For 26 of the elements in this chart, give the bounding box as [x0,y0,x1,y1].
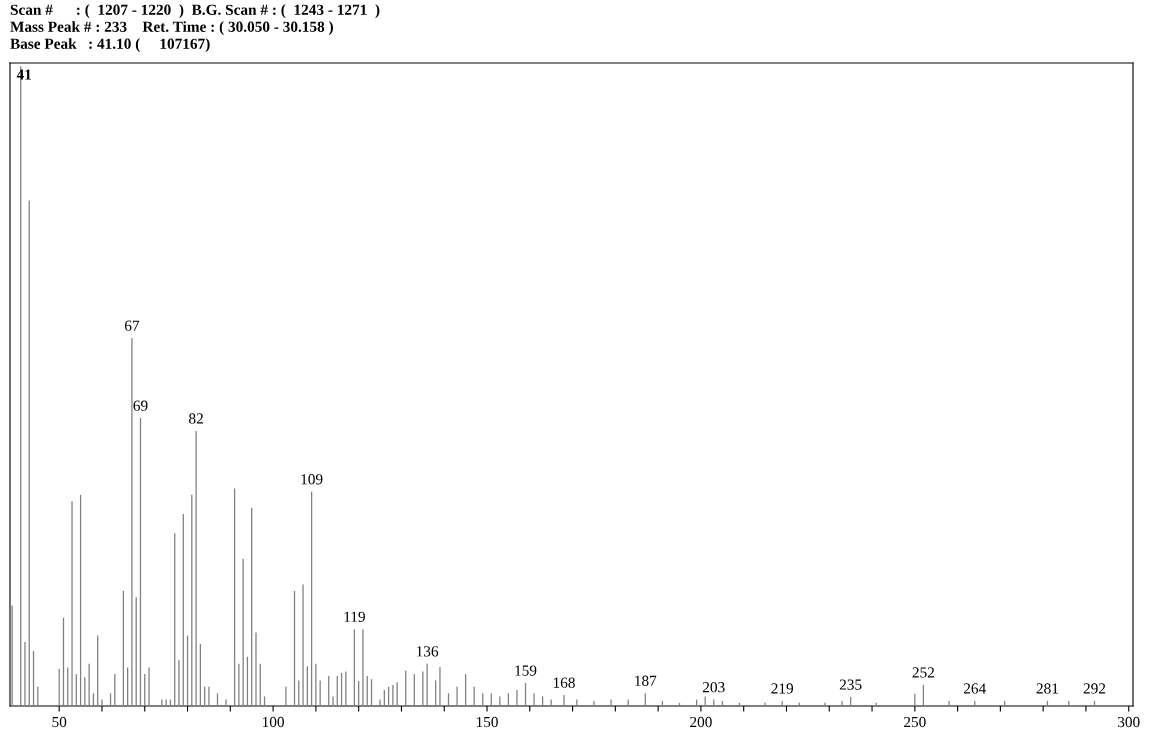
x-tick-label: 200 [690,716,712,728]
x-tick-label: 150 [476,716,498,728]
chart-subtitle: Mass Peak # : 233 Ret. Time : ( 30.050 - 30.158 ) [10,21,333,35]
annotation: 264 [963,683,986,694]
x-tick-label: 250 [904,716,926,728]
annotation: 159 [515,665,537,676]
annotation: 41 [16,69,32,80]
annotation: 252 [912,667,934,678]
annotation: 292 [1083,683,1106,694]
annotation: 219 [771,683,794,694]
annotation: 168 [553,677,575,688]
x-tick-label: 300 [1117,716,1140,728]
annotation: 187 [635,675,657,686]
x-tick-label: 100 [262,716,284,728]
annotation: 119 [344,611,365,622]
annotation: 69 [133,400,148,411]
annotation: 281 [1036,683,1058,694]
x-tick-label: 50 [52,716,67,728]
chart-title: Scan # : ( 1207 - 1220 ) B.G. Scan # : ( 1243 - 1271 ) [10,4,380,18]
annotation: 235 [839,679,862,690]
annotation: 67 [124,320,140,331]
annotation: 109 [301,474,323,485]
annotation: 136 [417,646,439,657]
annotation: 82 [189,413,203,424]
annotation: 203 [702,682,725,693]
text: Base Peak : 41.10 ( 107167) [10,38,210,52]
